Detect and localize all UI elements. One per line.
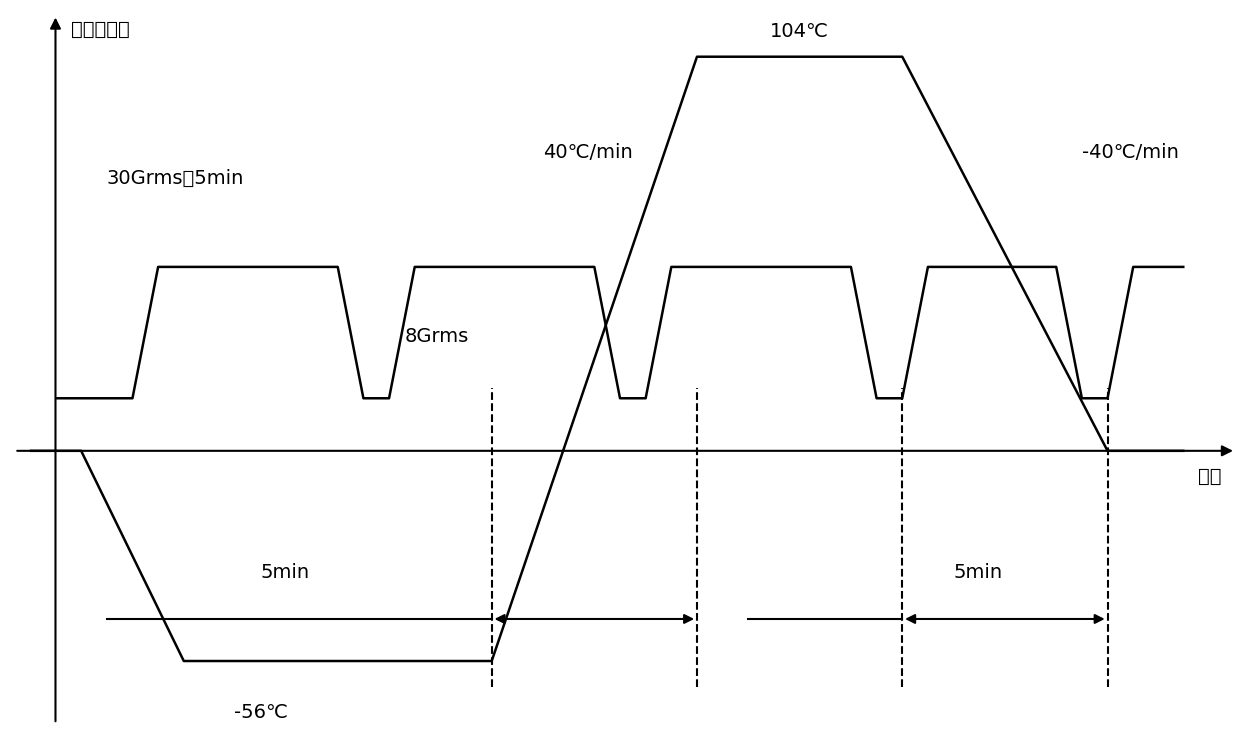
Text: 8Grms: 8Grms — [404, 327, 469, 346]
Text: 104℃: 104℃ — [770, 22, 830, 41]
Text: -40℃/min: -40℃/min — [1081, 143, 1179, 161]
Text: -56℃: -56℃ — [234, 703, 288, 722]
Text: 时间: 时间 — [1198, 466, 1221, 486]
Text: 30Grms，5min: 30Grms，5min — [107, 169, 244, 188]
Text: 温度、振动: 温度、振动 — [71, 20, 130, 39]
Text: 40℃/min: 40℃/min — [543, 143, 632, 161]
Text: 5min: 5min — [954, 563, 1003, 583]
Text: 5min: 5min — [260, 563, 310, 583]
